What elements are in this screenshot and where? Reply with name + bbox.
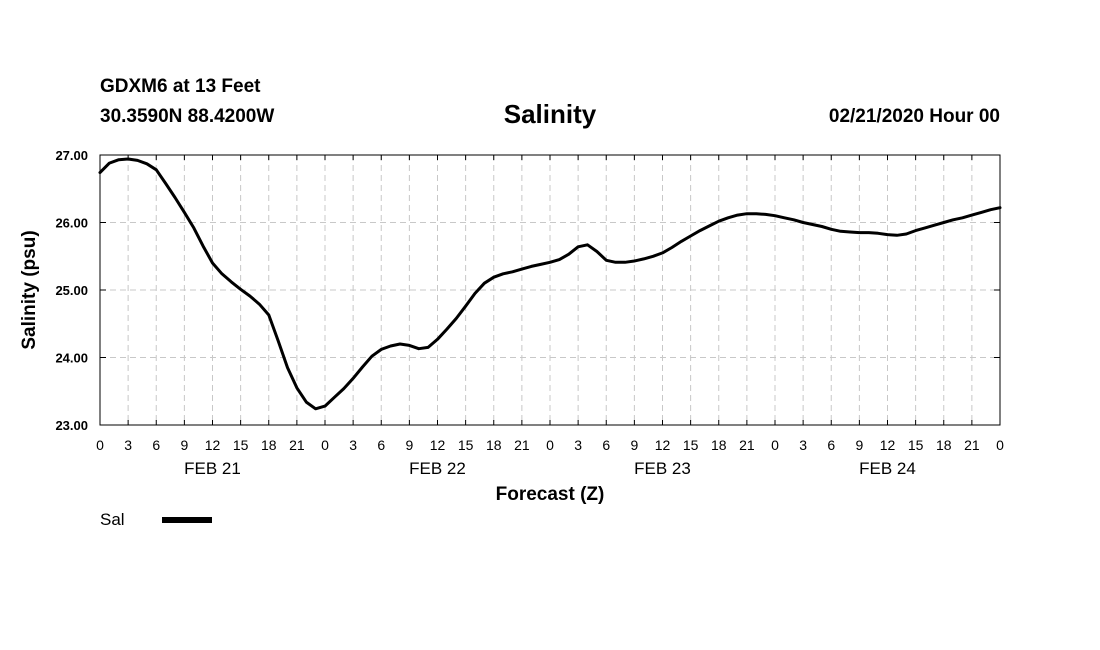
x-tick-label: 9 — [180, 437, 188, 453]
chart-title: Salinity — [503, 99, 597, 129]
x-tick-label: 18 — [261, 437, 277, 453]
x-tick-label: 9 — [855, 437, 863, 453]
legend-label: Sal — [100, 510, 125, 529]
x-tick-label: 12 — [880, 437, 896, 453]
x-tick-label: 3 — [799, 437, 807, 453]
x-tick-label: 21 — [289, 437, 305, 453]
y-tick-label: 25.00 — [55, 283, 88, 298]
y-tick-label: 27.00 — [55, 148, 88, 163]
y-tick-labels: 23.00 24.00 25.00 26.00 27.00 — [55, 148, 88, 433]
x-tick-label: 12 — [205, 437, 221, 453]
x-tick-label: 6 — [377, 437, 385, 453]
x-tick-label: 18 — [936, 437, 952, 453]
x-tick-label: 18 — [486, 437, 502, 453]
x-tick-label: 21 — [514, 437, 530, 453]
x-tick-label: 21 — [739, 437, 755, 453]
x-tick-label: 9 — [405, 437, 413, 453]
axis-ticks — [99, 154, 1001, 426]
x-tick-label: 0 — [96, 437, 104, 453]
x-tick-label: 15 — [908, 437, 924, 453]
chart-grid — [100, 155, 1000, 425]
y-tick-label: 24.00 — [55, 351, 88, 366]
x-tick-label: 0 — [546, 437, 554, 453]
x-tick-label: 12 — [655, 437, 671, 453]
day-label: FEB 21 — [184, 459, 241, 478]
forecast-issue-time: 02/21/2020 Hour 00 — [828, 106, 1000, 127]
y-tick-label: 23.00 — [55, 418, 88, 433]
x-tick-label: 0 — [996, 437, 1004, 453]
x-tick-label: 0 — [771, 437, 779, 453]
x-tick-label: 15 — [683, 437, 699, 453]
x-tick-label: 0 — [321, 437, 329, 453]
x-tick-label: 9 — [630, 437, 638, 453]
day-label: FEB 24 — [859, 459, 916, 478]
x-tick-label: 18 — [711, 437, 727, 453]
y-axis-label: Salinity (psu) — [19, 230, 40, 349]
x-tick-label: 6 — [602, 437, 610, 453]
x-tick-label: 3 — [574, 437, 582, 453]
x-tick-label: 3 — [124, 437, 132, 453]
day-label: FEB 22 — [409, 459, 466, 478]
x-tick-label: 6 — [827, 437, 835, 453]
day-label: FEB 23 — [634, 459, 691, 478]
x-tick-label: 6 — [152, 437, 160, 453]
station-coordinates: 30.3590N 88.4200W — [100, 106, 275, 127]
x-tick-label: 21 — [964, 437, 980, 453]
x-tick-labels: 0 3 6 9 12 15 18 21 0 3 6 9 12 15 18 21 0 3 6 9 12 15 18 21 0 3 6 9… — [96, 437, 1004, 453]
series-line-sal — [98, 157, 1002, 411]
x-tick-label: 15 — [458, 437, 474, 453]
x-tick-label: 3 — [349, 437, 357, 453]
station-label: GDXM6 at 13 Feet — [100, 76, 261, 97]
x-tick-label: 12 — [430, 437, 446, 453]
x-tick-label: 15 — [233, 437, 249, 453]
x-axis-label: Forecast (Z) — [496, 484, 605, 505]
day-labels: FEB 21 FEB 22 FEB 23 FEB 24 — [184, 459, 916, 478]
y-tick-label: 26.00 — [55, 216, 88, 231]
